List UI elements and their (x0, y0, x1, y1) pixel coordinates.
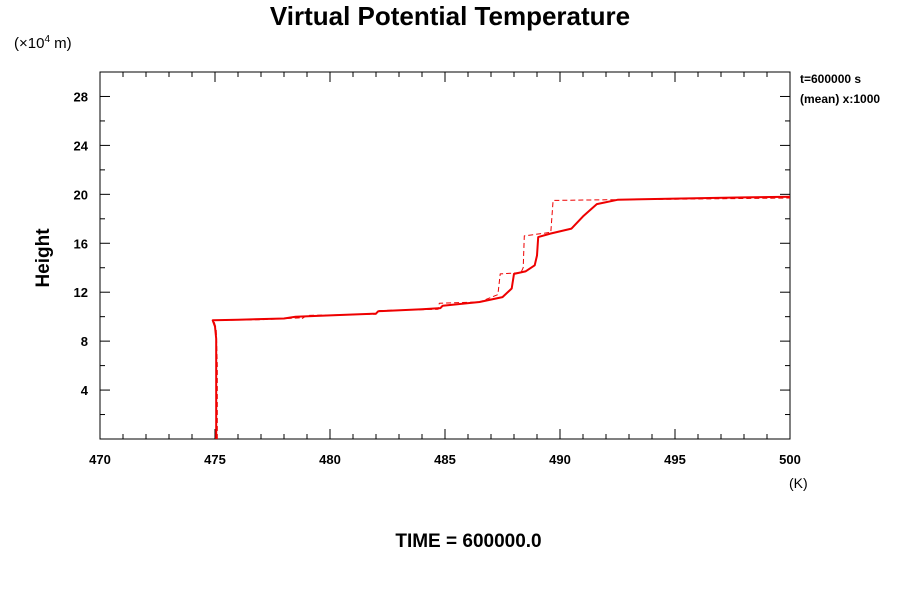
y-unit-exponent: 4 (44, 34, 51, 45)
time-annotation: t=600000 s (800, 72, 862, 86)
x-tick-label: 500 (779, 452, 801, 467)
y-tick-label: 24 (74, 138, 89, 153)
footer-time: TIME = 600000.0 (395, 531, 542, 552)
x-tick-label: 490 (549, 452, 571, 467)
y-tick-label: 28 (74, 89, 88, 104)
y-tick-label: 20 (74, 187, 88, 202)
x-tick-label: 475 (204, 452, 226, 467)
series-lines (211, 195, 791, 439)
plot-frame (99, 71, 791, 440)
y-tick-label: 16 (74, 236, 88, 251)
y-tick-label: 8 (81, 334, 88, 349)
x-tick-label: 470 (89, 452, 111, 467)
y-unit-prefix: (×10 (14, 35, 45, 52)
y-tick-label: 12 (74, 285, 88, 300)
x-tick-label: 480 (319, 452, 341, 467)
series-line-dashed (213, 197, 791, 439)
chart-title: Virtual Potential Temperature (269, 1, 631, 31)
y-axis-unit: (×104 m) (14, 34, 72, 52)
x-tick-label: 495 (664, 452, 686, 467)
y-tick-label: 4 (81, 383, 89, 398)
axis-ticks: 470 475 480 485 490 495 500 4 8 12 16 20 24 28 (74, 72, 801, 467)
y-unit-suffix: m) (50, 35, 72, 52)
mean-annotation: (mean) x:1000 (800, 92, 881, 106)
x-axis-label: (K) (789, 475, 808, 491)
x-tick-label: 485 (434, 452, 456, 467)
y-axis-label: Height (33, 228, 54, 288)
